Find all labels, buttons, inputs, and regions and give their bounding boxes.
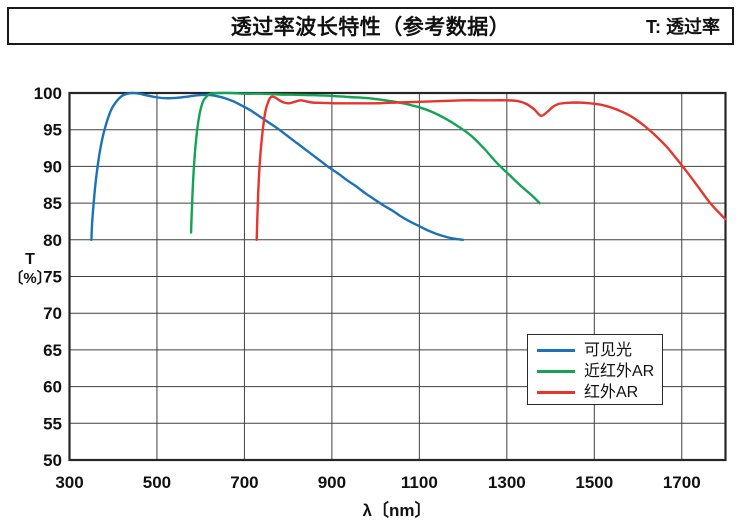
y-axis-label: T 〔%〕 xyxy=(6,250,54,288)
y-tick-label: 85 xyxy=(43,194,62,213)
x-tick-label: 900 xyxy=(318,473,346,492)
y-tick-label: 95 xyxy=(43,121,62,140)
near-ir-ar-line-swatch xyxy=(537,370,575,373)
y-axis-label-symbol: T xyxy=(25,251,35,268)
ir-ar-line-swatch xyxy=(537,391,575,394)
ir-ar-curve xyxy=(255,95,727,241)
legend-label-ir-ar: 红外AR xyxy=(584,383,639,401)
x-tick-label: 1700 xyxy=(663,473,701,492)
y-tick-label: 50 xyxy=(43,451,62,470)
y-tick-label: 55 xyxy=(43,414,62,433)
x-tick-label: 1100 xyxy=(401,473,438,492)
x-tick-label: 1300 xyxy=(488,473,526,492)
x-axis-label: λ〔nm〕 xyxy=(362,501,432,520)
legend-item-visible-light: 可见光 xyxy=(537,340,662,361)
near-ir-ar-curve xyxy=(189,91,541,234)
legend-label-visible-light: 可见光 xyxy=(584,341,633,359)
y-tick-label: 90 xyxy=(43,157,62,176)
page-title: 透过率波长特性（参考数据） xyxy=(230,16,511,39)
visible-light-line-swatch xyxy=(537,349,575,352)
legend-item-near-ir-ar: 近红外AR xyxy=(537,361,662,382)
y-tick-label: 100 xyxy=(34,84,62,103)
y-tick-label: 60 xyxy=(43,378,62,397)
y-tick-label: 75 xyxy=(43,268,62,287)
x-tick-label: 300 xyxy=(55,473,83,492)
legend-item-ir-ar: 红外AR xyxy=(537,382,662,403)
x-tick-label: 700 xyxy=(230,473,258,492)
legend-box: 可见光 近红外AR 红外AR xyxy=(527,334,663,405)
visible-light-curve xyxy=(90,91,465,241)
legend-label-near-ir-ar: 近红外AR xyxy=(584,362,655,380)
plot-frame xyxy=(68,91,727,462)
y-tick-label: 80 xyxy=(43,231,62,250)
x-tick-label: 1500 xyxy=(575,473,613,492)
y-axis-label-unit: 〔%〕 xyxy=(8,270,52,287)
x-tick-label: 500 xyxy=(143,473,171,492)
y-tick-label: 70 xyxy=(43,304,62,323)
y-tick-label: 65 xyxy=(43,341,62,360)
title-box: 透过率波长特性（参考数据） T: 透过率 xyxy=(7,7,734,45)
transmittance-abbreviation-note: T: 透过率 xyxy=(646,17,720,37)
